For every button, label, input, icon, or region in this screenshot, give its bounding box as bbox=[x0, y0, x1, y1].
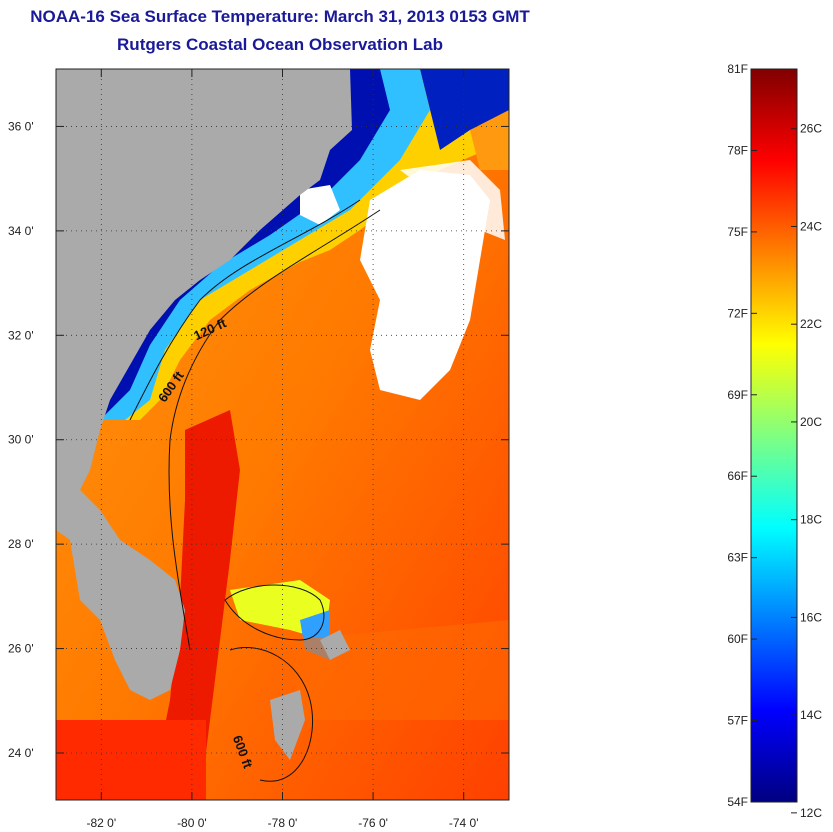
colorbar-label-f: 57F bbox=[727, 714, 748, 728]
colorbar-label-f: 81F bbox=[727, 62, 748, 76]
lat-tick-label: 36 0' bbox=[8, 119, 34, 133]
lat-tick-label: 30 0' bbox=[8, 433, 34, 447]
sst-map: 24 0' 26 0' 28 0' 30 0' 32 0' 34 0' 36 0' -82 0… bbox=[8, 68, 510, 830]
colorbar-label-c: 14C bbox=[800, 708, 822, 722]
colorbar-label-f: 69F bbox=[727, 388, 748, 402]
land-island bbox=[320, 630, 350, 660]
contour-600ft bbox=[168, 209, 381, 651]
florida-straits-warm bbox=[56, 720, 206, 800]
lat-tick-label: 28 0' bbox=[8, 537, 34, 551]
land-florida bbox=[56, 490, 185, 700]
colorbar-label-c: 16C bbox=[800, 610, 822, 624]
colorbar-label-f: 60F bbox=[727, 632, 748, 646]
map-raster bbox=[56, 69, 509, 800]
colorbar-label-f: 72F bbox=[727, 306, 748, 320]
cloud-mask bbox=[300, 185, 340, 225]
lat-tick-label: 32 0' bbox=[8, 328, 34, 342]
cloud-mask bbox=[400, 160, 505, 240]
contour-bahamas-bank bbox=[229, 646, 314, 782]
colorbar-label-c: 20C bbox=[800, 415, 822, 429]
gulf-stream-core bbox=[150, 410, 240, 800]
map-subtitle: Rutgers Coastal Ocean Observation Lab bbox=[117, 35, 443, 54]
contour-bahamas-bank bbox=[224, 584, 325, 641]
colorbar-label-c: 18C bbox=[800, 513, 822, 527]
warm-eddy-northeast bbox=[470, 110, 509, 170]
colorbar-label-f: 75F bbox=[727, 225, 748, 239]
lat-tick-label: 34 0' bbox=[8, 224, 34, 238]
lon-tick-label: -74 0' bbox=[449, 816, 479, 830]
lon-tick-label: -82 0' bbox=[86, 816, 116, 830]
map-title: NOAA-16 Sea Surface Temperature: March 3… bbox=[30, 7, 530, 26]
lon-tick-label: -80 0' bbox=[177, 816, 207, 830]
grid-lines bbox=[56, 69, 509, 800]
colorbar-label-c: 12C bbox=[800, 806, 822, 820]
colorbar-label-c: 22C bbox=[800, 317, 822, 331]
colorbar-label-f: 63F bbox=[727, 551, 748, 565]
land-southeast-us bbox=[56, 69, 352, 490]
colorbar-label-f: 78F bbox=[727, 143, 748, 157]
temperature-colorbar: 81F 78F 75F 72F 69F 66F 63F 60F 57F 54F 26C 24C 22C 2… bbox=[727, 62, 822, 820]
lon-tick-label: -78 0' bbox=[268, 816, 298, 830]
cool-water-band bbox=[120, 69, 509, 420]
colorbar-labels: 81F 78F 75F 72F 69F 66F 63F 60F 57F 54F 26C 24C 22C 2… bbox=[727, 62, 822, 820]
land-andros-island bbox=[270, 690, 305, 760]
lon-tick-label: -76 0' bbox=[358, 816, 388, 830]
lat-tick-label: 24 0' bbox=[8, 746, 34, 760]
axis-ticks: 24 0' 26 0' 28 0' 30 0' 32 0' 34 0' 36 0' -82 0… bbox=[8, 69, 509, 830]
cold-water-northeast bbox=[420, 69, 509, 150]
colorbar-label-c: 24C bbox=[800, 219, 822, 233]
colorbar-label-f: 54F bbox=[727, 795, 748, 809]
contour-120ft bbox=[129, 199, 361, 421]
colorbar-label-f: 66F bbox=[727, 469, 748, 483]
cloud-mask bbox=[360, 170, 490, 400]
colorbar-scale bbox=[750, 68, 798, 803]
lat-tick-label: 26 0' bbox=[8, 642, 34, 656]
colorbar-label-c: 26C bbox=[800, 122, 822, 136]
